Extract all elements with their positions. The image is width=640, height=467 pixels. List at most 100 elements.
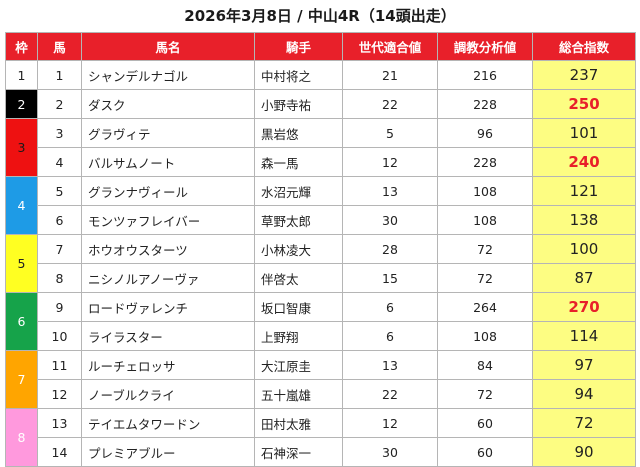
- header-horse-name: 馬名: [81, 32, 255, 61]
- horse-number-cell: 5: [37, 176, 82, 206]
- jockey-cell: 草野太郎: [254, 205, 343, 235]
- generation-fit-cell: 22: [342, 379, 438, 409]
- table-row: 8 ニシノルアノーヴァ 伴啓太 15 72 87: [6, 263, 636, 293]
- total-index-cell: 250: [532, 89, 636, 119]
- jockey-cell: 小林凌大: [254, 234, 343, 264]
- horse-name-cell: ロードヴァレンチ: [81, 292, 255, 322]
- training-analysis-cell: 264: [437, 292, 533, 322]
- generation-fit-cell: 13: [342, 350, 438, 380]
- horse-number-cell: 14: [37, 437, 82, 467]
- total-index-cell: 97: [532, 350, 636, 380]
- generation-fit-cell: 13: [342, 176, 438, 206]
- generation-fit-cell: 12: [342, 408, 438, 438]
- horse-number-cell: 11: [37, 350, 82, 380]
- jockey-cell: 田村太雅: [254, 408, 343, 438]
- header-total-index: 総合指数: [532, 32, 636, 61]
- horse-name-cell: ダスク: [81, 89, 255, 119]
- training-analysis-cell: 228: [437, 89, 533, 119]
- jockey-cell: 伴啓太: [254, 263, 343, 293]
- total-index-cell: 114: [532, 321, 636, 351]
- generation-fit-cell: 15: [342, 263, 438, 293]
- training-analysis-cell: 60: [437, 437, 533, 467]
- generation-fit-cell: 6: [342, 321, 438, 351]
- table-row: 7 11 ルーチェロッサ 大江原圭 13 84 97: [5, 350, 636, 409]
- horse-number-cell: 3: [37, 118, 82, 148]
- horse-number-cell: 7: [37, 234, 82, 264]
- jockey-cell: 石神深一: [254, 437, 343, 467]
- training-analysis-cell: 72: [437, 263, 533, 293]
- generation-fit-cell: 5: [342, 118, 438, 148]
- frame-number-cell: 6: [5, 292, 38, 351]
- horse-name-cell: プレミアブルー: [81, 437, 255, 467]
- header-waku: 枠: [5, 32, 38, 61]
- horse-name-cell: シャンデルナゴル: [81, 60, 255, 90]
- horse-number-cell: 4: [37, 147, 82, 177]
- training-analysis-cell: 108: [437, 176, 533, 206]
- total-index-cell: 237: [532, 60, 636, 90]
- header-umaban: 馬: [37, 32, 82, 61]
- horse-name-cell: ライラスター: [81, 321, 255, 351]
- horse-name-cell: ルーチェロッサ: [81, 350, 255, 380]
- horse-name-cell: テイエムタワードン: [81, 408, 255, 438]
- generation-fit-cell: 6: [342, 292, 438, 322]
- frame-number-cell: 5: [5, 234, 38, 293]
- jockey-cell: 中村将之: [254, 60, 343, 90]
- table-row: 6 9 ロードヴァレンチ 坂口智康 6 264 270: [5, 292, 636, 351]
- table-row: 4 バルサムノート 森一馬 12 228 240: [6, 147, 636, 177]
- table-row: 1 1 シャンデルナゴル 中村将之 21 216 237: [5, 60, 636, 90]
- total-index-cell: 101: [532, 118, 636, 148]
- generation-fit-cell: 22: [342, 89, 438, 119]
- frame-number-cell: 3: [5, 118, 38, 177]
- total-index-cell: 87: [532, 263, 636, 293]
- header-generation-fit: 世代適合値: [342, 32, 438, 61]
- table-row: 4 5 グランナヴィール 水沼元輝 13 108 121: [5, 176, 636, 235]
- frame-number-cell: 7: [5, 350, 38, 409]
- training-analysis-cell: 72: [437, 379, 533, 409]
- training-analysis-cell: 228: [437, 147, 533, 177]
- jockey-cell: 大江原圭: [254, 350, 343, 380]
- horse-number-cell: 10: [37, 321, 82, 351]
- horse-number-cell: 1: [37, 60, 82, 90]
- table-row: 5 7 ホウオウスターツ 小林凌大 28 72 100: [5, 234, 636, 293]
- generation-fit-cell: 21: [342, 60, 438, 90]
- training-analysis-cell: 108: [437, 321, 533, 351]
- total-index-cell: 90: [532, 437, 636, 467]
- table-row: 6 モンツァフレイバー 草野太郎 30 108 138: [6, 205, 636, 235]
- total-index-cell: 138: [532, 205, 636, 235]
- table-row: 8 13 テイエムタワードン 田村太雅 12 60 72: [5, 408, 636, 467]
- total-index-cell: 72: [532, 408, 636, 438]
- jockey-cell: 黒岩悠: [254, 118, 343, 148]
- table-row: 2 2 ダスク 小野寺祐 22 228 250: [5, 89, 636, 119]
- table-body: 1 1 シャンデルナゴル 中村将之 21 216 237 2 2 ダスク 小野寺祐 22 228 250 3…: [5, 60, 636, 467]
- jockey-cell: 水沼元輝: [254, 176, 343, 206]
- horse-number-cell: 12: [37, 379, 82, 409]
- horse-name-cell: ノーブルクライ: [81, 379, 255, 409]
- total-index-cell: 94: [532, 379, 636, 409]
- frame-number-cell: 4: [5, 176, 38, 235]
- horse-name-cell: モンツァフレイバー: [81, 205, 255, 235]
- horse-name-cell: ニシノルアノーヴァ: [81, 263, 255, 293]
- jockey-cell: 小野寺祐: [254, 89, 343, 119]
- training-analysis-cell: 216: [437, 60, 533, 90]
- training-analysis-cell: 84: [437, 350, 533, 380]
- horse-name-cell: グラヴィテ: [81, 118, 255, 148]
- total-index-cell: 121: [532, 176, 636, 206]
- total-index-cell: 240: [532, 147, 636, 177]
- frame-number-cell: 8: [5, 408, 38, 467]
- horse-number-cell: 8: [37, 263, 82, 293]
- page-title: 2026年3月8日 / 中山4R（14頭出走）: [184, 7, 456, 25]
- generation-fit-cell: 28: [342, 234, 438, 264]
- header-row: 枠 馬 馬名 騎手 世代適合値 調教分析値 総合指数: [5, 32, 636, 61]
- generation-fit-cell: 12: [342, 147, 438, 177]
- generation-fit-cell: 30: [342, 437, 438, 467]
- frame-number-cell: 1: [5, 60, 38, 90]
- horse-number-cell: 2: [37, 89, 82, 119]
- table-row: 10 ライラスター 上野翔 6 108 114: [6, 321, 636, 351]
- table-row: 14 プレミアブルー 石神深一 30 60 90: [6, 437, 636, 467]
- training-analysis-cell: 72: [437, 234, 533, 264]
- horse-number-cell: 6: [37, 205, 82, 235]
- race-index-table: 枠 馬 馬名 騎手 世代適合値 調教分析値 総合指数 1 1 シャンデルナゴル 中村将…: [5, 32, 636, 467]
- training-analysis-cell: 60: [437, 408, 533, 438]
- jockey-cell: 五十嵐雄: [254, 379, 343, 409]
- jockey-cell: 森一馬: [254, 147, 343, 177]
